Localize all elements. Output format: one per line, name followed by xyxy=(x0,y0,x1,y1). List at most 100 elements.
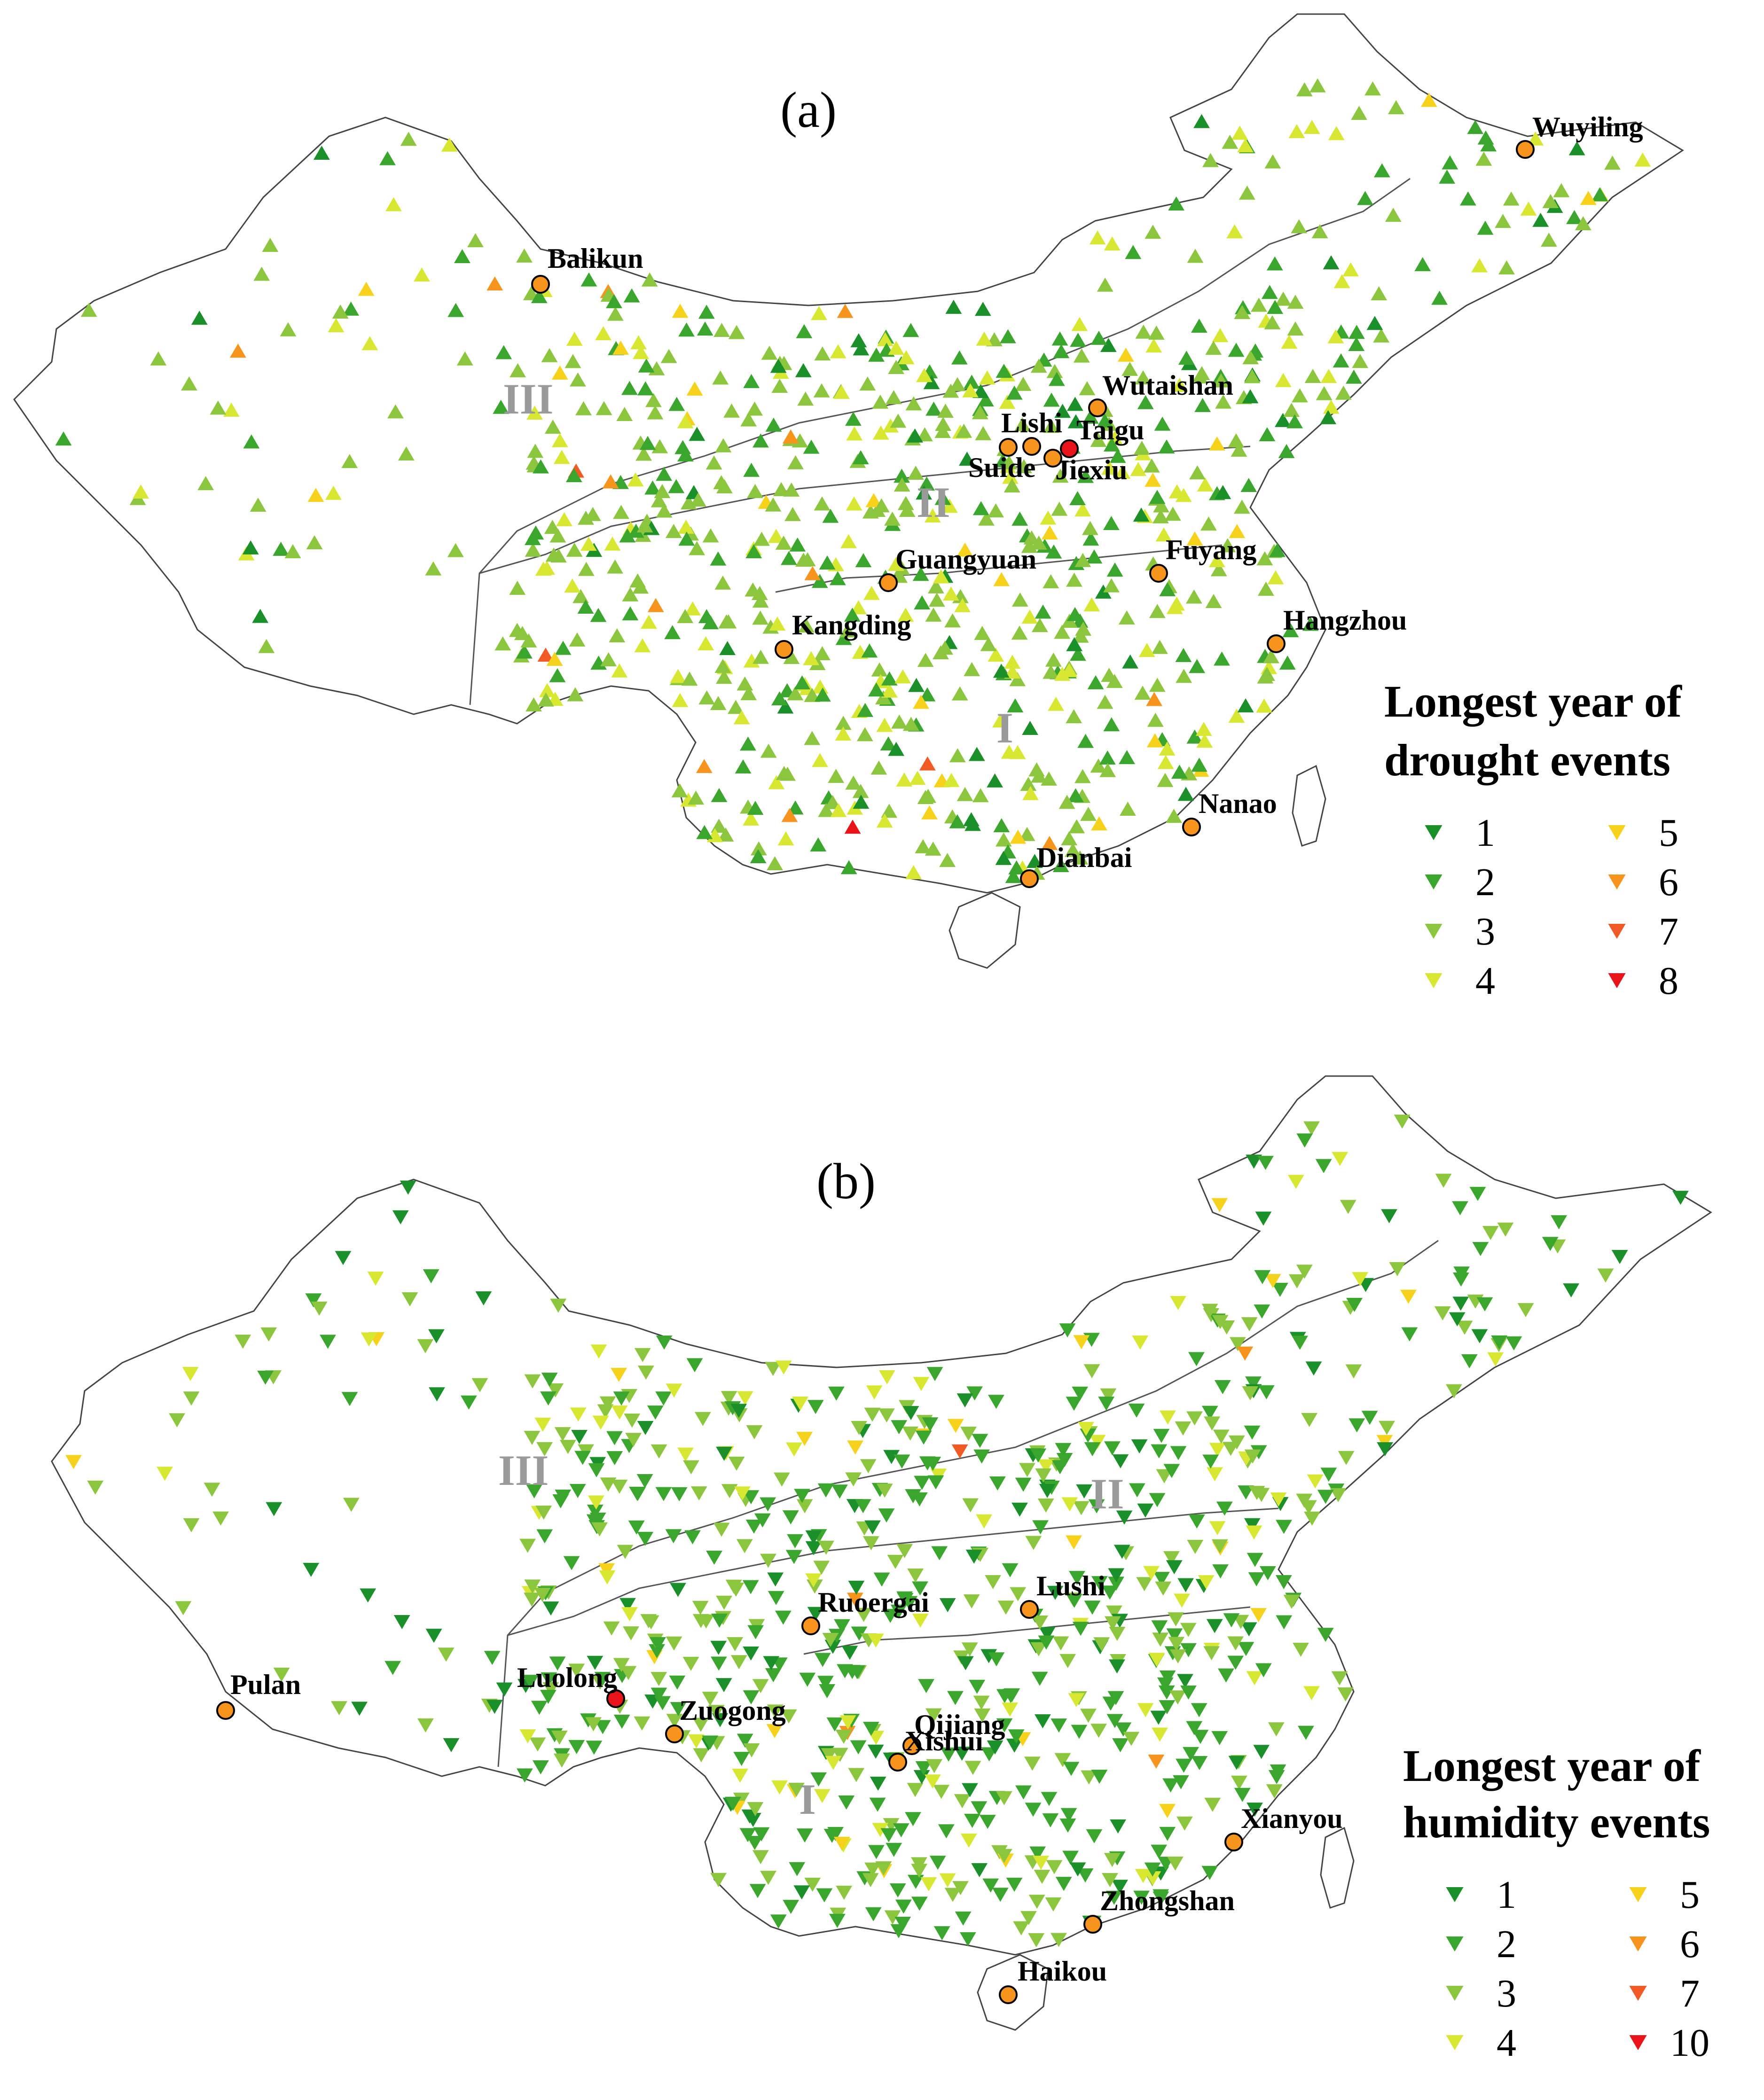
station-marker xyxy=(1152,1632,1169,1647)
station-marker xyxy=(1038,1635,1055,1650)
station-marker xyxy=(1469,1187,1486,1201)
station-marker xyxy=(1073,348,1090,363)
station-marker xyxy=(1188,1514,1205,1529)
station-marker xyxy=(847,1593,863,1607)
station-marker xyxy=(1151,1844,1168,1859)
station-marker xyxy=(65,1455,82,1469)
panel-b-humidity-map: (b) III II I Ruoergai Lushi Pulan Luolon… xyxy=(0,1062,1764,2100)
station-marker xyxy=(1031,1671,1048,1686)
station-marker xyxy=(578,510,594,525)
station-marker xyxy=(1103,437,1120,452)
station-marker xyxy=(516,248,533,263)
station-marker xyxy=(1311,224,1328,239)
station-marker xyxy=(783,1900,800,1914)
station-marker xyxy=(1371,286,1388,301)
station-marker xyxy=(880,736,897,751)
station-marker xyxy=(1244,1449,1261,1464)
station-marker xyxy=(713,1522,730,1537)
station-marker xyxy=(1442,155,1458,170)
station-marker xyxy=(975,426,992,440)
station-marker xyxy=(926,1367,943,1382)
station-marker xyxy=(769,616,786,631)
station-marker xyxy=(1103,717,1120,732)
station-marker xyxy=(1159,582,1176,596)
station-marker xyxy=(621,381,638,395)
station-marker xyxy=(649,1644,665,1658)
station-marker xyxy=(870,1776,886,1791)
station-marker xyxy=(961,1642,978,1657)
station-marker xyxy=(1327,329,1344,343)
station-marker xyxy=(714,659,731,673)
station-marker xyxy=(443,1738,460,1752)
legend-a: Longest year of drought events 1 2 3 4 5 6 7 8 xyxy=(1384,676,1682,1003)
station-marker xyxy=(438,1647,455,1662)
station-marker xyxy=(599,1570,616,1585)
station-marker xyxy=(678,531,695,546)
station-label: Qijiang xyxy=(914,1709,1005,1740)
station-marker xyxy=(972,1434,988,1448)
station-marker xyxy=(796,1828,813,1843)
station-marker xyxy=(1091,1770,1108,1784)
station-marker xyxy=(1153,498,1169,513)
station-marker xyxy=(606,294,622,308)
station-marker xyxy=(1315,1159,1332,1173)
station-marker xyxy=(638,358,655,373)
hainan-island-a xyxy=(949,892,1021,969)
station-marker xyxy=(864,1862,881,1877)
station-marker xyxy=(1097,277,1113,292)
station-marker xyxy=(1240,1622,1257,1637)
station-marker xyxy=(635,446,652,461)
station-marker xyxy=(768,775,785,789)
station-label: Xishui xyxy=(905,1725,983,1757)
station-marker xyxy=(1037,1498,1054,1513)
station-marker xyxy=(811,306,827,320)
station-marker xyxy=(655,1487,672,1501)
station-marker xyxy=(893,1823,909,1838)
station-marker xyxy=(1120,802,1136,816)
station-marker xyxy=(972,788,989,803)
station-marker xyxy=(1242,1386,1259,1400)
station-marker xyxy=(1276,1520,1292,1534)
station-marker xyxy=(1193,366,1210,381)
station-marker xyxy=(650,1637,666,1651)
station-marker xyxy=(856,727,873,742)
station-marker xyxy=(1180,1685,1197,1700)
station-marker xyxy=(1214,651,1230,666)
station-marker xyxy=(831,1484,848,1499)
station-marker xyxy=(1425,973,1443,988)
station-marker xyxy=(1254,1304,1270,1319)
station-marker xyxy=(1171,765,1188,779)
station-marker xyxy=(1520,201,1537,216)
station-marker xyxy=(1348,1418,1365,1433)
station-marker xyxy=(666,1636,682,1651)
station-marker xyxy=(588,1463,605,1477)
station-marker xyxy=(1328,126,1345,141)
station-marker xyxy=(55,431,72,446)
station-marker xyxy=(509,580,526,595)
station-marker xyxy=(1275,413,1291,427)
station-marker xyxy=(1177,787,1194,801)
station-marker xyxy=(1169,1649,1186,1664)
station-marker xyxy=(1175,1421,1192,1436)
station-marker xyxy=(1069,1862,1086,1877)
station-marker xyxy=(1152,640,1168,654)
station-marker xyxy=(902,323,919,337)
station-marker xyxy=(1001,455,1018,469)
station-marker xyxy=(592,1415,609,1430)
station-marker xyxy=(995,851,1012,865)
station-marker xyxy=(993,664,1010,678)
station-marker xyxy=(1138,643,1155,657)
station-marker xyxy=(1030,359,1047,373)
station-marker xyxy=(1287,1175,1304,1189)
highlight-station-circle xyxy=(606,1689,625,1708)
station-marker xyxy=(960,1834,977,1848)
station-marker xyxy=(1246,1525,1262,1540)
station-marker xyxy=(555,640,572,655)
station-marker xyxy=(928,593,945,607)
station-marker xyxy=(944,1888,961,1902)
station-marker xyxy=(1205,341,1222,355)
panel-a-drought-map: (a) III II I Wuyiling Balikun Wutaishan … xyxy=(0,0,1764,1024)
legend-value: 2 xyxy=(1475,860,1495,904)
station-marker xyxy=(535,562,552,576)
station-marker xyxy=(1045,544,1062,559)
